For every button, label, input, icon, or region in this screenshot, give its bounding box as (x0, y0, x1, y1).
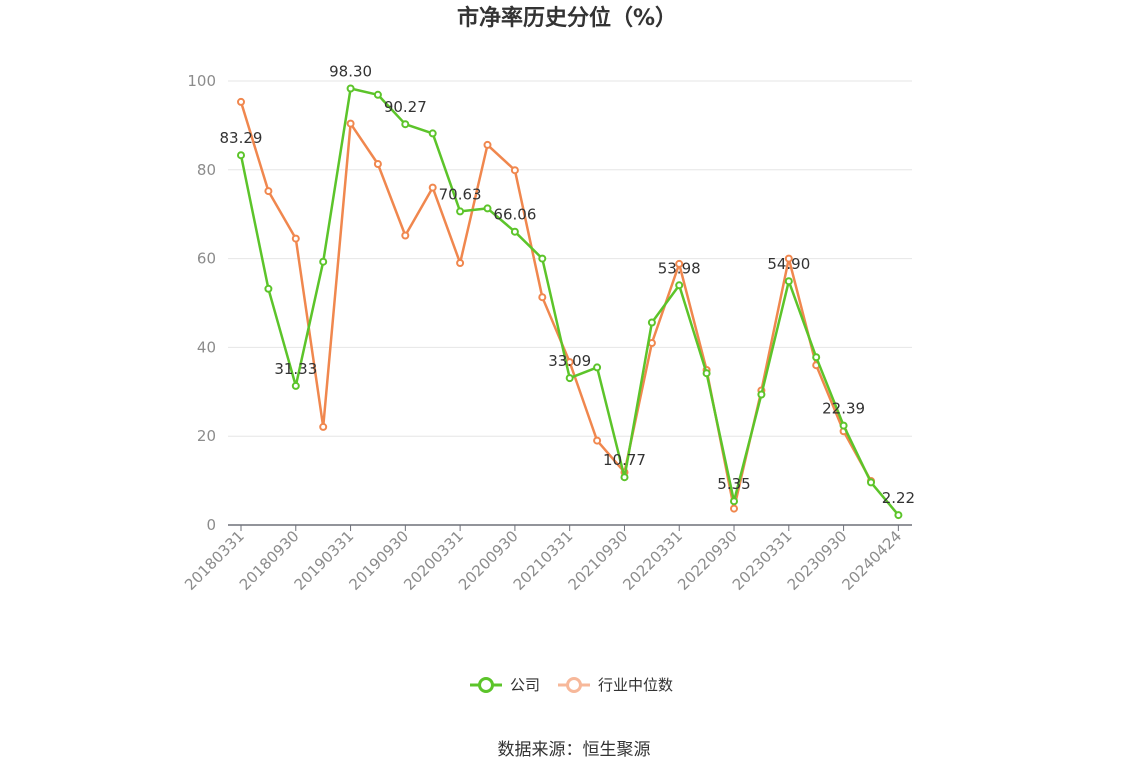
data-point-company[interactable] (730, 497, 738, 506)
y-tick-label: 60 (197, 250, 216, 268)
data-label: 54.90 (767, 255, 810, 273)
data-label: 70.63 (439, 185, 482, 203)
data-point-company[interactable] (538, 254, 547, 263)
data-point-industry[interactable] (510, 166, 519, 175)
data-label: 22.39 (822, 400, 865, 418)
data-point-company[interactable] (510, 227, 519, 236)
y-tick-label: 80 (197, 161, 216, 179)
data-point-industry[interactable] (401, 231, 410, 240)
data-point-company[interactable] (291, 381, 300, 390)
data-label: 31.33 (274, 360, 317, 378)
data-point-company[interactable] (647, 318, 656, 327)
data-point-industry[interactable] (538, 293, 547, 302)
data-label: 98.30 (329, 63, 372, 81)
data-point-company[interactable] (237, 151, 245, 160)
data-point-industry[interactable] (784, 254, 793, 263)
legend[interactable]: 公司 行业中位数 (470, 676, 673, 694)
data-label: 66.06 (493, 206, 536, 224)
data-label: 53.98 (658, 259, 701, 277)
data-point-company[interactable] (456, 207, 465, 216)
data-point-industry[interactable] (730, 504, 738, 513)
data-label: 5.35 (717, 475, 750, 493)
data-label: 90.27 (384, 98, 427, 116)
data-point-industry[interactable] (675, 259, 684, 268)
chart-title: 市净率历史分位（%） (457, 5, 677, 31)
data-point-company[interactable] (401, 120, 410, 129)
data-point-company[interactable] (894, 511, 903, 520)
data-point-company[interactable] (867, 478, 875, 487)
y-tick-label: 20 (197, 427, 216, 445)
data-point-industry[interactable] (346, 119, 355, 128)
data-point-industry[interactable] (428, 183, 437, 192)
data-point-industry[interactable] (319, 422, 328, 431)
y-tick-label: 100 (187, 72, 216, 90)
data-point-company[interactable] (675, 281, 684, 290)
data-point-industry[interactable] (373, 160, 382, 168)
data-point-company[interactable] (565, 374, 574, 383)
legend-item-company[interactable]: 公司 (470, 676, 540, 694)
data-point-company[interactable] (593, 363, 602, 372)
data-point-industry[interactable] (456, 259, 465, 267)
data-labels: 83.29 31.33 98.30 90.27 70.63 66.06 33.09 10.77… (220, 63, 916, 508)
data-point-company[interactable] (784, 277, 793, 286)
data-point-company[interactable] (373, 90, 382, 99)
data-label: 33.09 (548, 352, 591, 370)
x-tick-label: 20240424 (838, 527, 905, 594)
data-point-industry[interactable] (237, 97, 245, 106)
y-tick-label: 0 (206, 516, 216, 534)
data-point-company[interactable] (319, 257, 328, 266)
data-point-company[interactable] (264, 284, 273, 293)
legend-marker-industry (566, 677, 582, 693)
data-source: 数据来源：恒生聚源 (498, 740, 651, 760)
data-point-company[interactable] (839, 421, 848, 430)
x-axis: 2018033120180930201903312019093020200331… (181, 524, 912, 594)
data-point-industry[interactable] (593, 436, 602, 445)
series-group (237, 84, 903, 520)
data-point-industry[interactable] (291, 234, 300, 243)
data-label: 83.29 (220, 129, 263, 147)
data-point-company[interactable] (757, 390, 766, 399)
data-point-industry[interactable] (483, 140, 492, 149)
data-label: 10.77 (603, 451, 646, 469)
data-point-company[interactable] (620, 473, 629, 482)
legend-item-industry[interactable]: 行业中位数 (558, 676, 673, 694)
series-line-industry (239, 101, 873, 510)
data-point-company[interactable] (346, 84, 355, 93)
data-point-industry[interactable] (264, 187, 273, 196)
legend-marker-company (478, 677, 494, 693)
legend-label-industry: 行业中位数 (598, 676, 673, 694)
y-tick-label: 40 (197, 338, 216, 356)
data-label: 2.22 (882, 489, 915, 507)
data-point-company[interactable] (812, 353, 821, 362)
data-point-company[interactable] (483, 204, 492, 213)
legend-label-company: 公司 (510, 676, 540, 694)
grid-lines (228, 80, 912, 437)
data-point-company[interactable] (428, 129, 437, 138)
data-point-company[interactable] (702, 369, 711, 378)
y-axis: 0 20 40 60 80 100 (187, 72, 216, 534)
